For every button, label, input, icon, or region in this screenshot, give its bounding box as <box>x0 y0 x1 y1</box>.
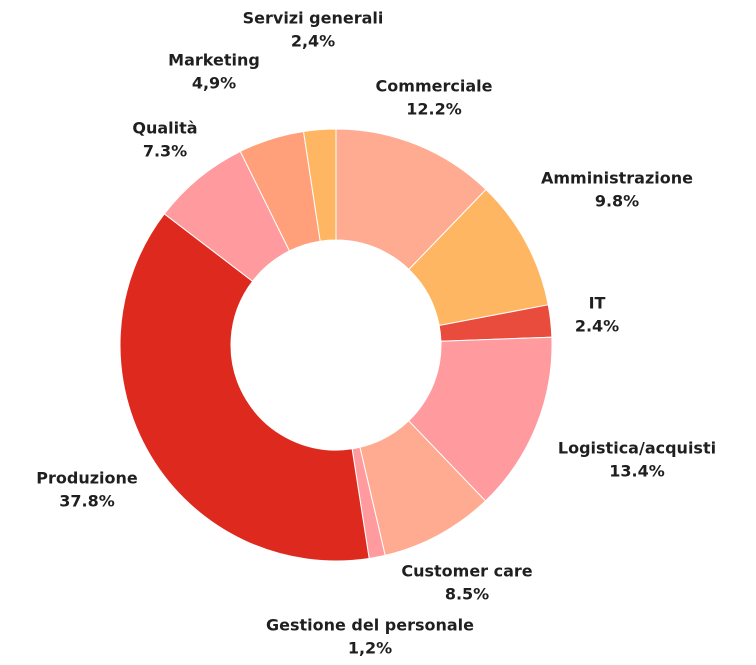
slice-label: Gestione del personale <box>266 616 474 635</box>
slice-label: Qualità <box>132 119 197 138</box>
slice-value: 2.4% <box>575 317 619 336</box>
slice-label: Amministrazione <box>541 169 693 188</box>
slice-label: IT <box>589 294 606 313</box>
slice-label: Marketing <box>168 51 260 70</box>
slice-value: 4,9% <box>192 74 236 93</box>
slice-value: 9.8% <box>595 192 639 211</box>
slice-label: Servizi generali <box>243 9 384 28</box>
slice <box>119 213 370 562</box>
slice <box>302 128 337 242</box>
slice-value: 13.4% <box>609 462 665 481</box>
slice-value: 1,2% <box>348 639 392 658</box>
slice-label: Customer care <box>401 562 532 581</box>
slice-label: Commerciale <box>376 77 493 96</box>
slice-value: 8.5% <box>445 585 489 604</box>
slice-value: 2,4% <box>291 32 335 51</box>
slice-label: Logistica/acquisti <box>558 439 716 458</box>
slice-value: 12.2% <box>406 100 462 119</box>
slice-label: Produzione <box>36 469 138 488</box>
slice-value: 37.8% <box>59 492 115 511</box>
slice-value: 7.3% <box>143 142 187 161</box>
